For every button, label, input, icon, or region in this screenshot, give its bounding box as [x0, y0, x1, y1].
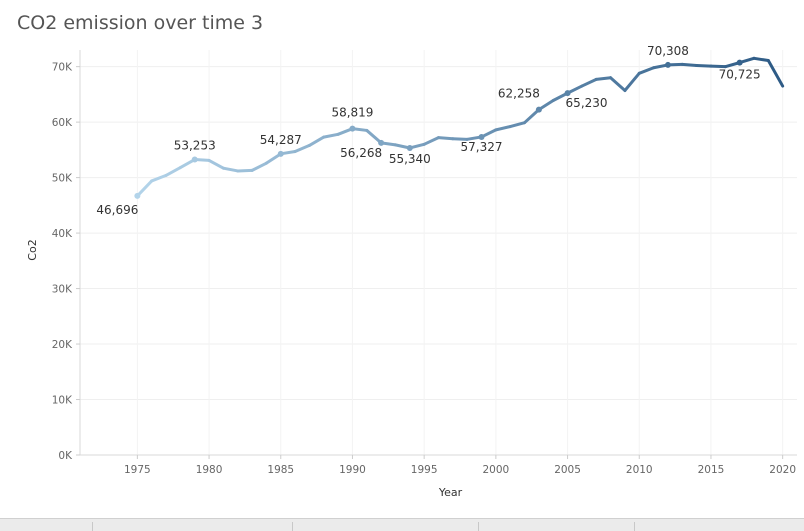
data-point[interactable]: [349, 125, 356, 132]
data-point[interactable]: [664, 61, 671, 68]
line-segment: [623, 71, 641, 92]
data-point[interactable]: [406, 144, 413, 151]
line-segment: [322, 132, 340, 139]
x-tick-label: 1975: [124, 464, 151, 476]
data-label: 58,819: [331, 106, 373, 120]
data-point[interactable]: [478, 133, 485, 140]
line-segment: [236, 168, 254, 173]
tab-divider: [478, 522, 479, 531]
chart-title: CO2 emission over time 3: [17, 12, 264, 34]
line-segment: [580, 77, 598, 88]
line-segment: [709, 64, 727, 69]
line-segment: [451, 137, 469, 141]
line-segment: [494, 125, 512, 132]
data-label: 57,327: [461, 140, 503, 154]
data-points: [134, 59, 743, 199]
y-tick-label: 0K: [58, 450, 73, 462]
x-tick-label: 1995: [411, 464, 438, 476]
data-label: 53,253: [174, 139, 216, 153]
line-segment: [609, 76, 627, 92]
data-label: 70,725: [719, 68, 761, 82]
y-tick-label: 20K: [52, 339, 73, 351]
line-segment: [150, 173, 168, 183]
x-tick-label: 2005: [554, 464, 581, 476]
line-segment: [250, 161, 268, 172]
data-label: 55,340: [389, 152, 431, 166]
axes: 0K 10K 20K 30K 40K 50K 60K 70K 1975 1980 1985 1990 1…: [52, 50, 797, 476]
data-label: 46,696: [96, 203, 138, 217]
tab-divider: [292, 522, 293, 531]
line-segment: [293, 143, 311, 154]
data-label: 65,230: [566, 96, 608, 110]
x-tick-label: 2000: [482, 464, 509, 476]
data-point[interactable]: [736, 59, 743, 66]
data-label: 56,268: [340, 146, 382, 160]
data-point[interactable]: [535, 106, 542, 113]
y-axis-title: Co2: [26, 239, 39, 260]
y-tick-label: 50K: [52, 173, 73, 185]
data-label: 70,308: [647, 44, 689, 58]
line-segment: [221, 166, 240, 173]
x-axis-title: Year: [438, 486, 463, 499]
line-segment: [422, 136, 440, 146]
line-segment: [508, 121, 527, 129]
y-tick-label: 40K: [52, 228, 73, 240]
y-tick-label: 30K: [52, 284, 73, 296]
series-line: [135, 56, 785, 198]
x-tick-label: 1985: [267, 464, 294, 476]
y-tick-label: 60K: [52, 117, 73, 129]
line-segment: [164, 166, 182, 177]
data-point[interactable]: [564, 90, 571, 97]
x-tick-label: 2010: [626, 464, 653, 476]
line-segment: [680, 62, 699, 68]
sheet-tab-strip: [0, 518, 804, 531]
line-segment: [207, 158, 225, 170]
line-segment: [365, 128, 383, 145]
line-segment: [307, 135, 326, 147]
line-segment: [637, 66, 656, 75]
line-segment: [766, 59, 785, 88]
x-tick-label: 1990: [339, 464, 366, 476]
data-label: 62,258: [498, 87, 540, 101]
data-point[interactable]: [378, 139, 385, 146]
gridlines: [80, 50, 797, 456]
line-segment: [695, 64, 713, 68]
data-labels: 46,696 53,253 54,287 58,819 56,268 55,340 57,3…: [96, 44, 760, 217]
tab-divider: [92, 522, 93, 531]
data-point[interactable]: [191, 156, 198, 163]
y-tick-label: 70K: [52, 62, 73, 74]
x-tick-label: 2015: [698, 464, 725, 476]
line-segment: [752, 56, 770, 63]
line-segment: [523, 108, 541, 125]
data-label: 54,287: [260, 133, 302, 147]
x-tick-label: 2020: [769, 464, 796, 476]
line-segment: [594, 76, 613, 81]
data-point[interactable]: [134, 192, 141, 199]
x-tick-label: 1980: [196, 464, 223, 476]
tab-divider: [634, 522, 635, 531]
line-segment: [437, 136, 455, 141]
data-point[interactable]: [277, 150, 284, 157]
y-tick-label: 10K: [52, 395, 73, 407]
line-segment: [135, 179, 154, 198]
